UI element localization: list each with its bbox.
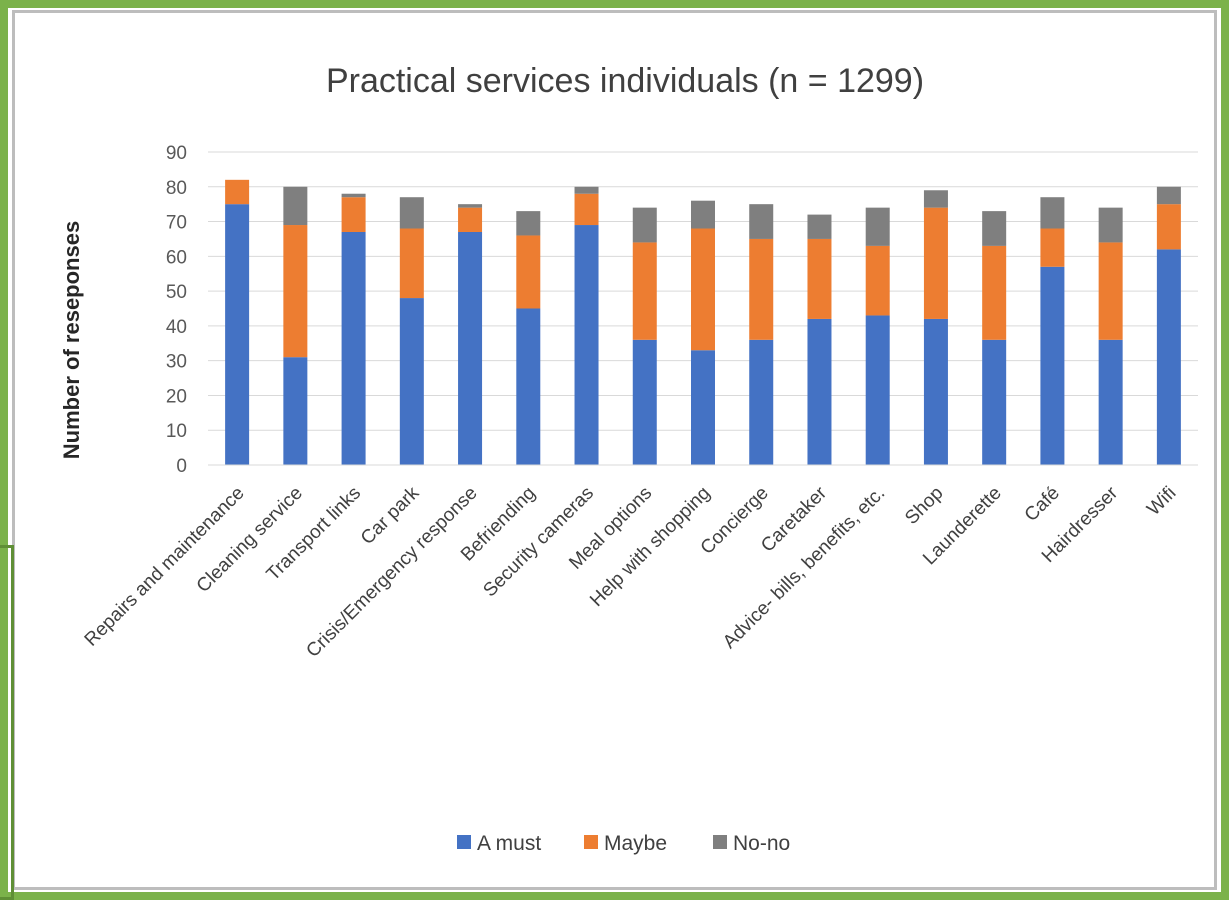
bar-segment	[632, 242, 657, 340]
y-tick-label: 60	[166, 247, 187, 268]
bar-segment	[574, 225, 599, 465]
category-label: Security cameras	[479, 483, 598, 602]
bar-segment	[632, 339, 657, 465]
y-tick-label: 90	[166, 143, 187, 164]
bar-segment	[865, 315, 890, 465]
bar-segment	[807, 238, 832, 319]
y-tick-label: 70	[166, 213, 187, 234]
y-tick-label: 30	[166, 352, 187, 373]
bar-segment	[1098, 207, 1123, 243]
legend: A must Maybe No-no	[457, 832, 790, 855]
bar-segment	[865, 245, 890, 316]
bar-segment	[341, 197, 366, 232]
bar-segment	[982, 245, 1007, 340]
y-tick-label: 20	[166, 386, 187, 407]
bar-segment	[341, 231, 366, 465]
y-tick-label: 0	[176, 456, 187, 477]
y-tick-label: 10	[166, 421, 187, 442]
bar-segment	[1156, 204, 1181, 250]
bar-segment	[1156, 186, 1181, 205]
bar-segment	[749, 339, 774, 465]
category-label: Cleaning service	[193, 483, 307, 597]
bar-segment	[1156, 249, 1181, 465]
bar-segment	[283, 357, 308, 465]
bar-segment	[749, 204, 774, 239]
y-tick-label: 50	[166, 282, 187, 303]
bar-segment	[691, 350, 715, 465]
bar-segment	[516, 211, 541, 236]
bar-segment	[225, 179, 250, 205]
category-label: Café	[1021, 483, 1064, 526]
bar-segment	[574, 193, 599, 226]
y-tick-label: 80	[166, 178, 187, 199]
bar-segment	[458, 231, 483, 465]
bar-segment	[516, 308, 541, 465]
bar-segment	[923, 207, 948, 319]
bar-segment	[807, 214, 832, 239]
bar-segment	[807, 318, 832, 465]
legend-label: Maybe	[604, 832, 667, 855]
bar-segment	[283, 186, 308, 226]
bar-segment	[749, 238, 774, 340]
bar-segment	[982, 339, 1007, 465]
bar-segment	[399, 197, 424, 229]
bar-segment	[574, 186, 599, 194]
category-label: Wifi	[1143, 483, 1180, 520]
bar-segment	[865, 207, 890, 246]
bar-segment	[458, 204, 483, 208]
bar-segment	[458, 207, 483, 232]
bar-segment	[691, 200, 715, 229]
legend-label: No-no	[733, 832, 790, 855]
bar-segment	[923, 190, 948, 208]
bar-segment	[399, 228, 424, 299]
bar-segment	[1098, 242, 1123, 340]
category-label: Shop	[901, 483, 947, 529]
y-tick-labels: 0 10 20 30 40 50 60 70 80 90	[166, 143, 187, 477]
bars	[225, 179, 1181, 465]
legend-swatch	[713, 835, 727, 849]
bar-segment	[225, 204, 250, 465]
y-axis-label: Number of reseponses	[59, 221, 84, 459]
bar-segment	[1040, 197, 1065, 229]
legend-label: A must	[477, 832, 541, 855]
bar-segment	[1040, 266, 1065, 465]
bar-segment	[923, 318, 948, 465]
legend-swatch	[584, 835, 598, 849]
bar-segment	[632, 207, 657, 243]
bar-segment	[341, 193, 366, 198]
bar-segment	[1040, 228, 1065, 267]
bar-segment	[691, 228, 715, 351]
side-frame	[0, 545, 14, 900]
y-tick-label: 40	[166, 317, 187, 338]
legend-swatch	[457, 835, 471, 849]
bar-segment	[1098, 339, 1123, 465]
bar-segment	[399, 298, 424, 465]
bar-segment	[283, 225, 308, 358]
bar-segment	[516, 235, 541, 309]
chart-title: Practical services individuals (n = 1299…	[326, 62, 924, 100]
chart-area	[12, 10, 1217, 890]
bar-segment	[982, 211, 1007, 246]
